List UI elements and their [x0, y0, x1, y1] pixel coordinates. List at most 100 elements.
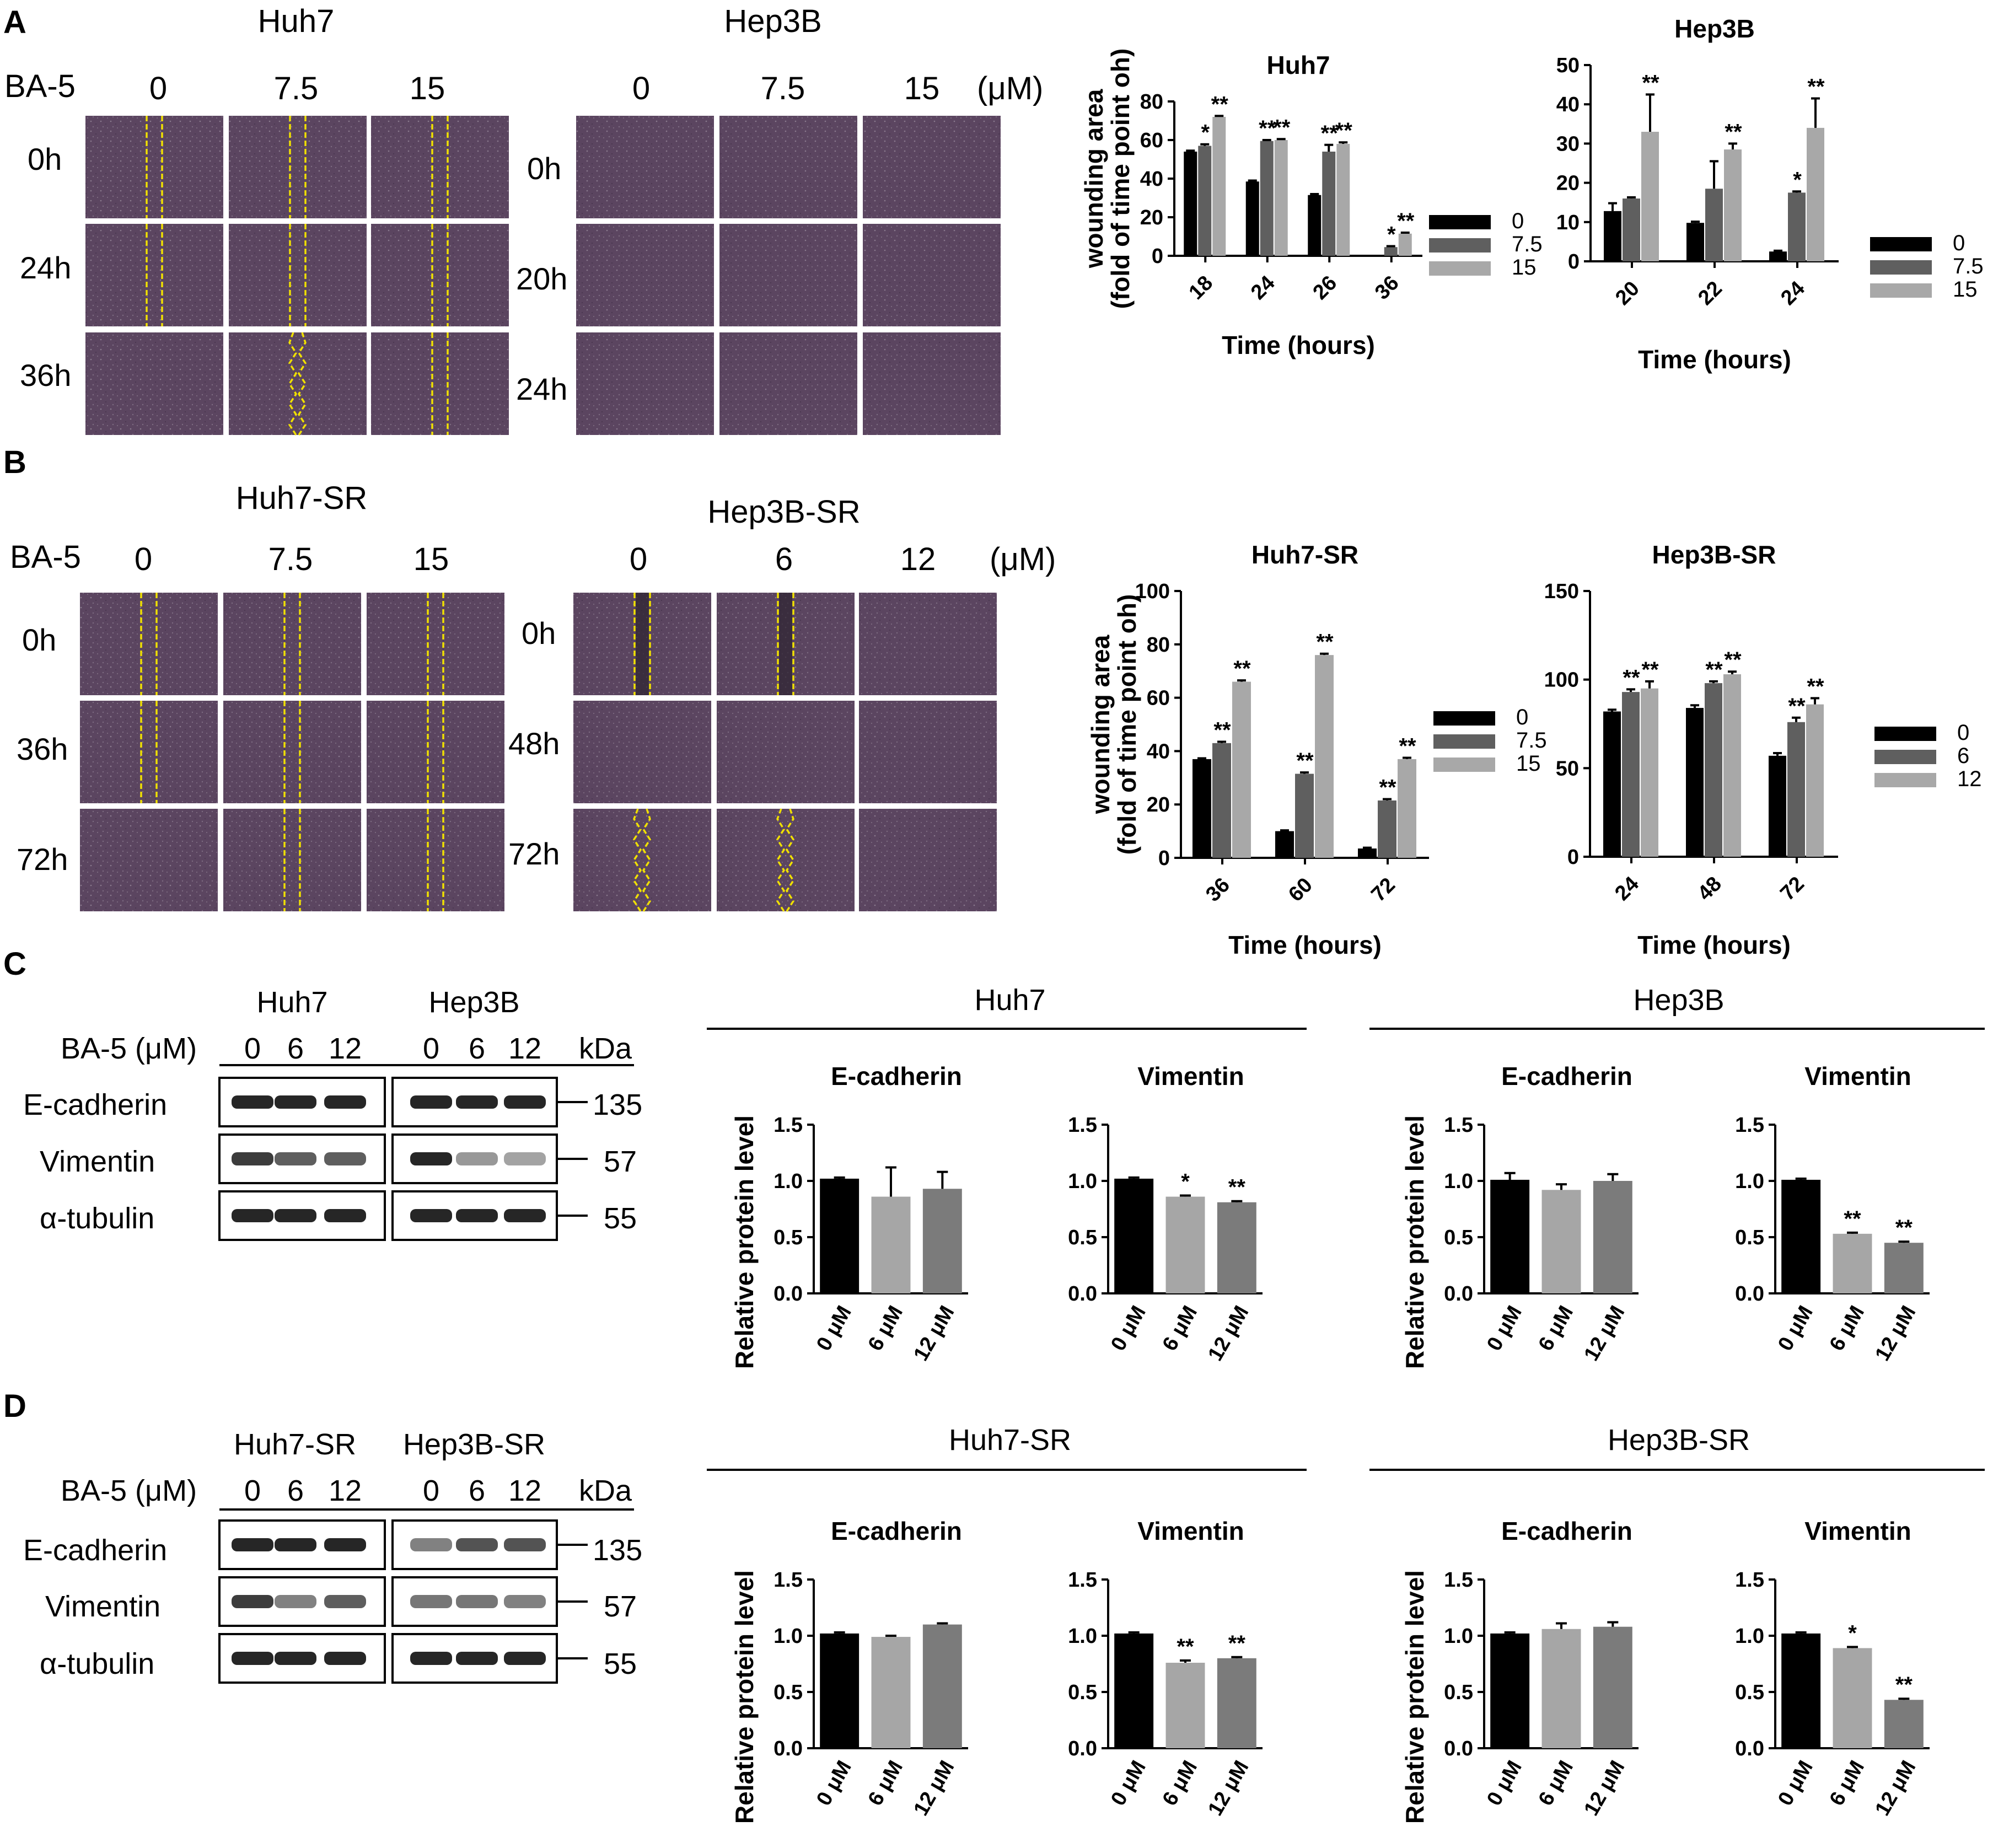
y-tick-label: 1.0 — [1444, 1170, 1473, 1193]
bar — [1723, 674, 1741, 857]
bar — [1686, 708, 1704, 857]
blot-band — [275, 1652, 316, 1665]
kda-label: kDa — [579, 1474, 632, 1507]
legend-swatch — [1433, 711, 1495, 726]
micrograph-field — [576, 116, 714, 218]
bar — [1212, 743, 1231, 858]
significance-marker: ** — [1623, 665, 1640, 690]
blot-band — [232, 1595, 273, 1608]
blot-treatment-label: BA-5 (μM) — [61, 1474, 197, 1507]
x-tick-label: 0 μM — [812, 1757, 856, 1810]
x-tick-label: 60 — [1284, 873, 1317, 906]
x-tick-label: 48 — [1693, 872, 1726, 905]
bar — [1787, 722, 1805, 857]
chart-A-huh7: 020406080Huh7***18****24****26***36Time … — [1079, 49, 1543, 359]
micrograph — [371, 116, 509, 218]
bar — [1358, 848, 1377, 858]
y-tick-label: 1.0 — [1068, 1625, 1097, 1648]
time-label: 72h — [508, 836, 560, 871]
micrograph — [80, 593, 218, 695]
x-axis-label: Time (hours) — [1222, 331, 1375, 359]
micrograph-field — [367, 593, 504, 695]
y-tick-label: 1.0 — [1068, 1170, 1097, 1193]
y-tick-label: 0.5 — [773, 1226, 803, 1249]
significance-marker: * — [1387, 223, 1396, 247]
panel-letter-c: C — [3, 946, 26, 982]
panel-b-micrographs: Huh7-SR Hep3B-SR BA-5 0 7.5 15 0 6 12 (μ… — [10, 480, 1056, 912]
x-tick-label: 12 μM — [909, 1757, 959, 1820]
chart-group-header: Hep3B-SR — [1608, 1423, 1750, 1457]
bar — [820, 1178, 860, 1293]
micrograph-field — [573, 809, 711, 911]
bar — [1165, 1662, 1205, 1748]
significance-marker: ** — [1807, 75, 1825, 99]
micrograph — [223, 701, 361, 803]
bar — [1641, 132, 1659, 261]
y-axis-label: wounding area — [1079, 89, 1108, 268]
significance-marker: ** — [1321, 121, 1339, 146]
y-tick-label: 1.0 — [1735, 1170, 1764, 1193]
micrograph — [576, 116, 714, 218]
y-tick-label: 0.5 — [1735, 1226, 1764, 1249]
panel-c-western-blot: Huh7 Hep3B BA-5 (μM) 0 6 12 0 6 12 kDa E… — [23, 986, 642, 1241]
y-tick-label: 1.0 — [773, 1625, 803, 1648]
x-tick-label: 0 μM — [1482, 1757, 1527, 1810]
micrograph-field — [80, 809, 218, 911]
y-tick-label: 20 — [1556, 172, 1580, 195]
blot-band — [456, 1595, 498, 1608]
micrograph-field — [85, 116, 223, 218]
cell-title-hep3b: Hep3B — [724, 3, 821, 39]
y-axis-label: (fold of time point oh) — [1106, 49, 1135, 309]
micrograph — [576, 224, 714, 326]
significance-marker: ** — [1895, 1216, 1913, 1240]
blot-dose: 6 — [469, 1474, 485, 1507]
bar — [1398, 759, 1416, 858]
cd-chart-headers: Huh7 Hep3B Huh7-SR Hep3B-SR — [707, 984, 1985, 1471]
bar — [1833, 1648, 1872, 1748]
micrograph — [573, 593, 711, 695]
significance-marker: ** — [1642, 71, 1659, 95]
time-label: 20h — [516, 261, 567, 296]
micrograph-field — [859, 809, 997, 911]
bar — [1884, 1243, 1924, 1293]
y-tick-label: 1.5 — [1068, 1114, 1097, 1137]
y-tick-label: 0.0 — [1444, 1737, 1473, 1760]
chart-group-header: Hep3B — [1633, 984, 1724, 1017]
x-tick-label: 72 — [1367, 873, 1400, 906]
blot-band — [410, 1652, 452, 1665]
y-tick-label: 0.0 — [1735, 1737, 1764, 1760]
micrograph — [719, 224, 857, 326]
blot-dose: 0 — [423, 1474, 439, 1507]
y-tick-label: 40 — [1556, 93, 1580, 116]
micrograph — [85, 332, 223, 435]
bar — [1308, 195, 1322, 256]
micrograph — [223, 593, 361, 695]
micrograph — [719, 116, 857, 218]
micrograph — [576, 332, 714, 435]
x-tick-label: 0 μM — [1774, 1302, 1818, 1355]
x-tick-label: 6 μM — [1158, 1757, 1202, 1810]
chart-group-header: Huh7 — [974, 984, 1045, 1017]
panel-d-western-blot: Huh7-SR Hep3B-SR BA-5 (μM) 0 6 12 0 6 12… — [23, 1428, 642, 1684]
x-tick-label: 0 μM — [1482, 1302, 1527, 1355]
bar — [1807, 127, 1824, 261]
scratch-edge-line — [776, 808, 786, 912]
x-tick-label: 18 — [1185, 271, 1218, 304]
micrograph — [367, 809, 504, 911]
x-tick-label: 6 μM — [1534, 1757, 1578, 1810]
blot-band — [324, 1095, 366, 1109]
blot-dose: 6 — [287, 1474, 304, 1507]
dose-label: 0 — [149, 71, 167, 106]
bar — [1184, 152, 1197, 256]
bar — [1806, 704, 1824, 857]
significance-marker: ** — [1228, 1175, 1246, 1200]
y-tick-label: 60 — [1140, 129, 1163, 152]
scratch-edge-line — [632, 808, 642, 912]
blot-band — [410, 1538, 452, 1551]
blot-band — [504, 1538, 546, 1551]
micrograph-field — [367, 809, 504, 911]
y-tick-label: 0.0 — [773, 1282, 803, 1306]
blot-band — [456, 1652, 498, 1665]
micrograph-field — [85, 332, 223, 435]
